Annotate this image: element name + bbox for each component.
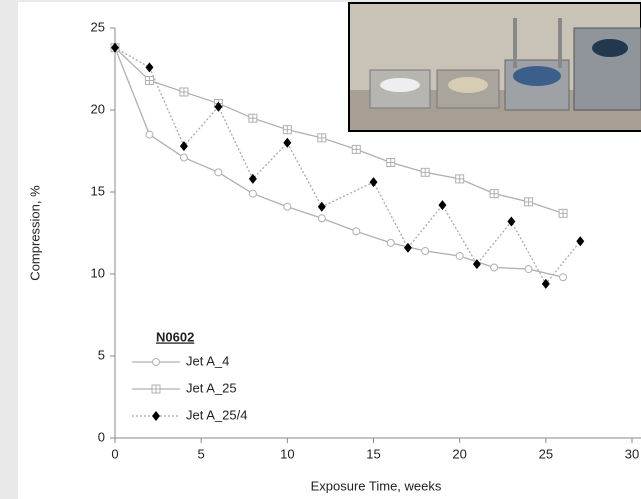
legend-title: N0602 (156, 329, 194, 344)
marker-square-cross (317, 133, 326, 142)
x-tick-label: 30 (625, 446, 639, 461)
marker-square-cross (386, 158, 395, 167)
series-line (114, 47, 564, 278)
x-tick-label: 5 (198, 446, 205, 461)
marker-diamond (248, 173, 257, 184)
marker-diamond (145, 62, 154, 73)
marker-square (144, 75, 154, 85)
inset-photo (348, 2, 641, 132)
x-tick-label: 15 (366, 446, 380, 461)
marker-square (248, 113, 258, 123)
marker-square-cross (152, 385, 160, 393)
marker-circle (317, 214, 326, 223)
marker-circle (455, 251, 464, 260)
legend-label: Jet A_4 (186, 353, 229, 368)
marker-circle (283, 202, 292, 211)
marker-circle (352, 227, 361, 236)
marker-square (317, 133, 327, 143)
marker-square (351, 144, 361, 154)
x-axis-label: Exposure Time, weeks (311, 478, 442, 493)
marker-square (282, 125, 292, 135)
series-line (114, 47, 581, 285)
marker-square-cross (455, 174, 464, 183)
marker-square (179, 87, 189, 97)
marker-square-cross (421, 168, 430, 177)
series-line (114, 47, 564, 214)
y-axis-label: Compression, % (27, 185, 42, 281)
marker-diamond (507, 216, 516, 227)
x-tick-label: 20 (452, 446, 466, 461)
marker-diamond (283, 137, 292, 148)
marker-square-cross (559, 209, 568, 218)
marker-square (489, 189, 499, 199)
marker-square-cross (490, 189, 499, 198)
marker-diamond (179, 141, 188, 152)
legend-label: Jet A_25/4 (186, 407, 247, 422)
y-tick-label: 10 (91, 265, 105, 280)
marker-square (455, 174, 465, 184)
marker-diamond (317, 201, 326, 212)
x-tick-label: 10 (280, 446, 294, 461)
marker-diamond (152, 411, 160, 421)
marker-circle (248, 189, 257, 198)
y-tick-label: 15 (91, 183, 105, 198)
marker-square-cross (248, 114, 257, 123)
legend-label: Jet A_25 (186, 380, 237, 395)
y-tick-label: 20 (91, 101, 105, 116)
marker-square-cross (179, 87, 188, 96)
marker-diamond (576, 236, 585, 247)
marker-circle (559, 273, 568, 282)
marker-square-cross (352, 145, 361, 154)
marker-circle (152, 358, 160, 366)
marker-square (151, 384, 161, 394)
marker-square (524, 197, 534, 207)
x-tick-label: 25 (539, 446, 553, 461)
marker-diamond (214, 101, 223, 112)
marker-circle (214, 168, 223, 177)
marker-diamond (472, 259, 481, 270)
y-tick-label: 5 (98, 347, 105, 362)
marker-circle (386, 238, 395, 247)
marker-circle (145, 130, 154, 139)
marker-diamond (541, 278, 550, 289)
x-tick-label: 0 (111, 446, 118, 461)
y-tick-label: 0 (98, 429, 105, 444)
marker-square (386, 157, 396, 167)
marker-square-cross (145, 76, 154, 85)
marker-diamond (369, 177, 378, 188)
marker-diamond (111, 42, 119, 53)
y-tick-label: 25 (91, 19, 105, 34)
marker-square (420, 167, 430, 177)
marker-circle (179, 153, 188, 162)
marker-circle (490, 263, 499, 272)
marker-square (558, 208, 568, 218)
marker-circle (524, 265, 533, 274)
marker-circle (421, 247, 430, 256)
marker-diamond (403, 242, 412, 253)
marker-square-cross (524, 197, 533, 206)
marker-square-cross (283, 125, 292, 134)
marker-diamond (438, 200, 447, 211)
